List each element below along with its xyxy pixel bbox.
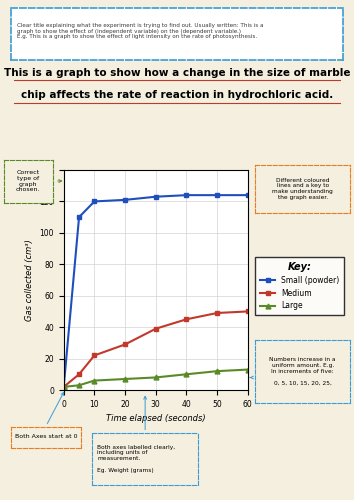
- Text: Clear title explaining what the experiment is trying to find out. Usually writte: Clear title explaining what the experime…: [17, 23, 264, 40]
- Large: [92, 378, 97, 384]
- Medium: [215, 310, 219, 316]
- Large: [77, 382, 81, 388]
- Text: This is a graph to show how a change in the size of marble: This is a graph to show how a change in …: [4, 68, 350, 78]
- Small (powder): [123, 197, 127, 203]
- Text: Numbers increase in a
uniform amount. E.g.
In increments of five:

0, 5, 10, 15,: Numbers increase in a uniform amount. E.…: [269, 357, 336, 386]
- Small (powder): [154, 194, 158, 200]
- Medium: [92, 352, 97, 358]
- Large: [62, 384, 66, 390]
- Line: Small (powder): Small (powder): [61, 192, 250, 390]
- Small (powder): [62, 384, 66, 390]
- Line: Large: Large: [61, 367, 250, 390]
- Medium: [184, 316, 189, 322]
- Text: Both Axes start at 0: Both Axes start at 0: [15, 434, 77, 440]
- Text: chip affects the rate of reaction in hydrochloric acid.: chip affects the rate of reaction in hyd…: [21, 90, 333, 100]
- Y-axis label: Gas collected (cm³): Gas collected (cm³): [25, 239, 34, 321]
- Medium: [62, 384, 66, 390]
- Text: Correct
type of
graph
chosen.: Correct type of graph chosen.: [16, 170, 41, 192]
- Medium: [77, 372, 81, 378]
- Small (powder): [92, 198, 97, 204]
- Small (powder): [77, 214, 81, 220]
- Legend: Small (powder), Medium, Large: Small (powder), Medium, Large: [255, 258, 344, 315]
- X-axis label: Time elapsed (seconds): Time elapsed (seconds): [106, 414, 206, 424]
- Large: [215, 368, 219, 374]
- Medium: [154, 326, 158, 332]
- Medium: [123, 342, 127, 347]
- Text: Both axes labelled clearly,
including units of
measurement.

Eg. Weight (grams): Both axes labelled clearly, including un…: [97, 444, 176, 473]
- Large: [246, 366, 250, 372]
- Small (powder): [246, 192, 250, 198]
- Text: Different coloured
lines and a key to
make understanding
the graph easier.: Different coloured lines and a key to ma…: [272, 178, 333, 200]
- Small (powder): [215, 192, 219, 198]
- Large: [154, 374, 158, 380]
- Large: [184, 372, 189, 378]
- Small (powder): [184, 192, 189, 198]
- Large: [123, 376, 127, 382]
- Line: Medium: Medium: [61, 309, 250, 390]
- Medium: [246, 308, 250, 314]
